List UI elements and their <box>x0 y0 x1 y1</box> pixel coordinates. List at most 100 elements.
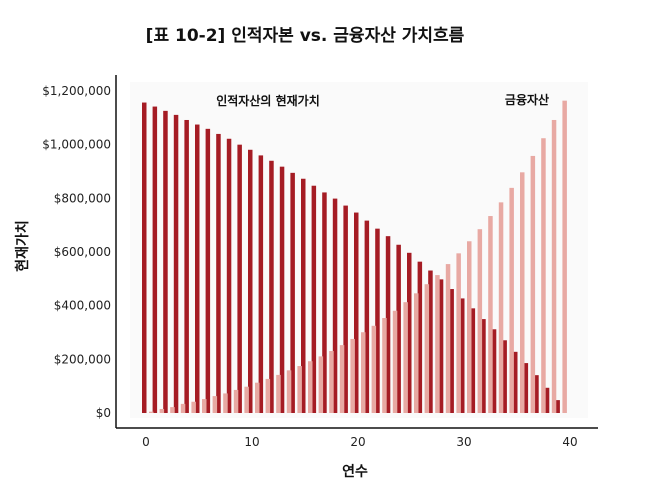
bar-financial-assets-7 <box>223 393 228 413</box>
bar-human-capital-23 <box>385 236 391 413</box>
bar-human-capital-20 <box>354 212 359 413</box>
y-tick-label: $1,000,000 <box>42 138 111 152</box>
bar-financial-assets-10 <box>255 382 260 413</box>
bar-financial-assets-31 <box>477 229 483 413</box>
bar-human-capital-25 <box>407 252 412 413</box>
bar-financial-assets-1 <box>159 408 165 413</box>
bar-financial-assets-8 <box>233 389 239 413</box>
bar-human-capital-3 <box>173 114 179 414</box>
bar-human-capital-18 <box>332 198 338 413</box>
bar-human-capital-31 <box>470 308 476 413</box>
x-tick-label: 40 <box>562 435 577 449</box>
bar-human-capital-12 <box>269 160 274 413</box>
bar-financial-assets-27 <box>435 275 440 413</box>
bar-human-capital-6 <box>205 128 211 413</box>
x-tick-label: 30 <box>456 435 471 449</box>
series-label-financial-assets: 금융자산 <box>505 92 549 107</box>
x-tick-label: 10 <box>244 435 259 449</box>
bar-human-capital-28 <box>438 279 444 413</box>
x-tick-label: 0 <box>142 435 150 449</box>
bar-financial-assets-25 <box>414 293 419 413</box>
bar-human-capital-30 <box>460 298 465 413</box>
bar-financial-assets-22 <box>382 318 387 413</box>
bar-human-capital-21 <box>364 220 370 413</box>
bar-financial-assets-23 <box>392 310 398 413</box>
bar-financial-assets-33 <box>498 202 504 413</box>
bar-human-capital-5 <box>195 124 200 414</box>
bar-human-capital-2 <box>163 110 168 414</box>
x-axis-title: 연수 <box>342 464 368 480</box>
x-tick-labels: 0 10 20 30 40 <box>142 435 577 449</box>
bar-human-capital-9 <box>237 144 242 413</box>
bar-financial-assets-14 <box>297 366 302 413</box>
bar-human-capital-35 <box>513 351 518 413</box>
bar-financial-assets-17 <box>329 351 334 413</box>
series-label-human-capital: 인적자산의 현재가치 <box>216 93 320 108</box>
bar-financial-assets-12 <box>276 374 281 413</box>
y-tick-label: $800,000 <box>54 191 111 205</box>
bar-human-capital-17 <box>322 192 327 413</box>
bar-human-capital-37 <box>534 375 539 413</box>
x-tick-label: 20 <box>350 435 365 449</box>
bar-financial-assets-32 <box>488 216 493 413</box>
bar-financial-assets-2 <box>170 407 175 413</box>
bar-financial-assets-28 <box>445 264 451 413</box>
bar-financial-assets-26 <box>424 284 430 413</box>
bar-financial-assets-15 <box>308 361 313 413</box>
bar-human-capital-27 <box>428 270 433 413</box>
bar-financial-assets-38 <box>551 119 557 413</box>
bar-human-capital-26 <box>417 261 423 413</box>
bar-human-capital-15 <box>301 178 306 413</box>
bar-human-capital-34 <box>502 340 507 413</box>
bars <box>142 100 567 414</box>
bar-human-capital-24 <box>396 244 401 413</box>
bar-financial-assets-16 <box>318 356 324 413</box>
bar-human-capital-4 <box>184 119 189 413</box>
bar-human-capital-39 <box>555 400 560 413</box>
bar-financial-assets-36 <box>530 155 536 414</box>
y-tick-labels: $0 $200,000 $400,000 $600,000 $800,000 $1,000… <box>42 84 111 420</box>
bar-financial-assets-11 <box>265 378 271 413</box>
bar-human-capital-32 <box>481 319 486 413</box>
bar-financial-assets-39 <box>562 100 567 413</box>
bar-financial-assets-37 <box>541 138 546 413</box>
bar-human-capital-14 <box>290 172 295 413</box>
bar-human-capital-1 <box>152 106 158 414</box>
bar-human-capital-16 <box>311 185 317 413</box>
bar-human-capital-11 <box>258 155 264 413</box>
bar-human-capital-38 <box>544 387 550 413</box>
bar-financial-assets-29 <box>456 253 461 413</box>
bar-human-capital-22 <box>375 228 380 413</box>
bar-financial-assets-24 <box>403 302 408 413</box>
bar-human-capital-10 <box>248 149 253 413</box>
bar-human-capital-33 <box>491 329 497 413</box>
bar-human-capital-0 <box>142 102 147 413</box>
bar-human-capital-19 <box>343 205 348 413</box>
bar-financial-assets-4 <box>191 401 196 413</box>
chart-title: [표 10-2] 인적자본 vs. 금융자산 가치흐름 <box>146 26 465 46</box>
bar-financial-assets-20 <box>361 332 366 413</box>
y-tick-label: $0 <box>96 406 111 420</box>
y-axis-title: 현재가치 <box>15 220 31 272</box>
bar-financial-assets-34 <box>509 187 514 413</box>
bar-financial-assets-18 <box>339 345 345 413</box>
bar-financial-assets-35 <box>520 172 525 413</box>
bar-human-capital-7 <box>216 133 221 413</box>
bar-financial-assets-30 <box>467 241 472 413</box>
bar-human-capital-8 <box>226 138 232 413</box>
y-tick-label: $1,200,000 <box>42 84 111 98</box>
bar-human-capital-13 <box>279 166 285 413</box>
bar-human-capital-36 <box>523 363 529 413</box>
y-tick-label: $400,000 <box>54 299 111 313</box>
y-tick-label: $200,000 <box>54 352 111 366</box>
bar-human-capital-29 <box>449 289 454 413</box>
bar-financial-assets-6 <box>212 396 218 413</box>
bar-financial-assets-21 <box>371 325 377 413</box>
y-tick-label: $600,000 <box>54 245 111 259</box>
bar-financial-assets-5 <box>202 399 207 413</box>
bar-financial-assets-3 <box>180 403 186 413</box>
bar-financial-assets-9 <box>244 386 249 413</box>
bar-financial-assets-19 <box>350 338 355 413</box>
bar-financial-assets-0 <box>149 411 154 413</box>
